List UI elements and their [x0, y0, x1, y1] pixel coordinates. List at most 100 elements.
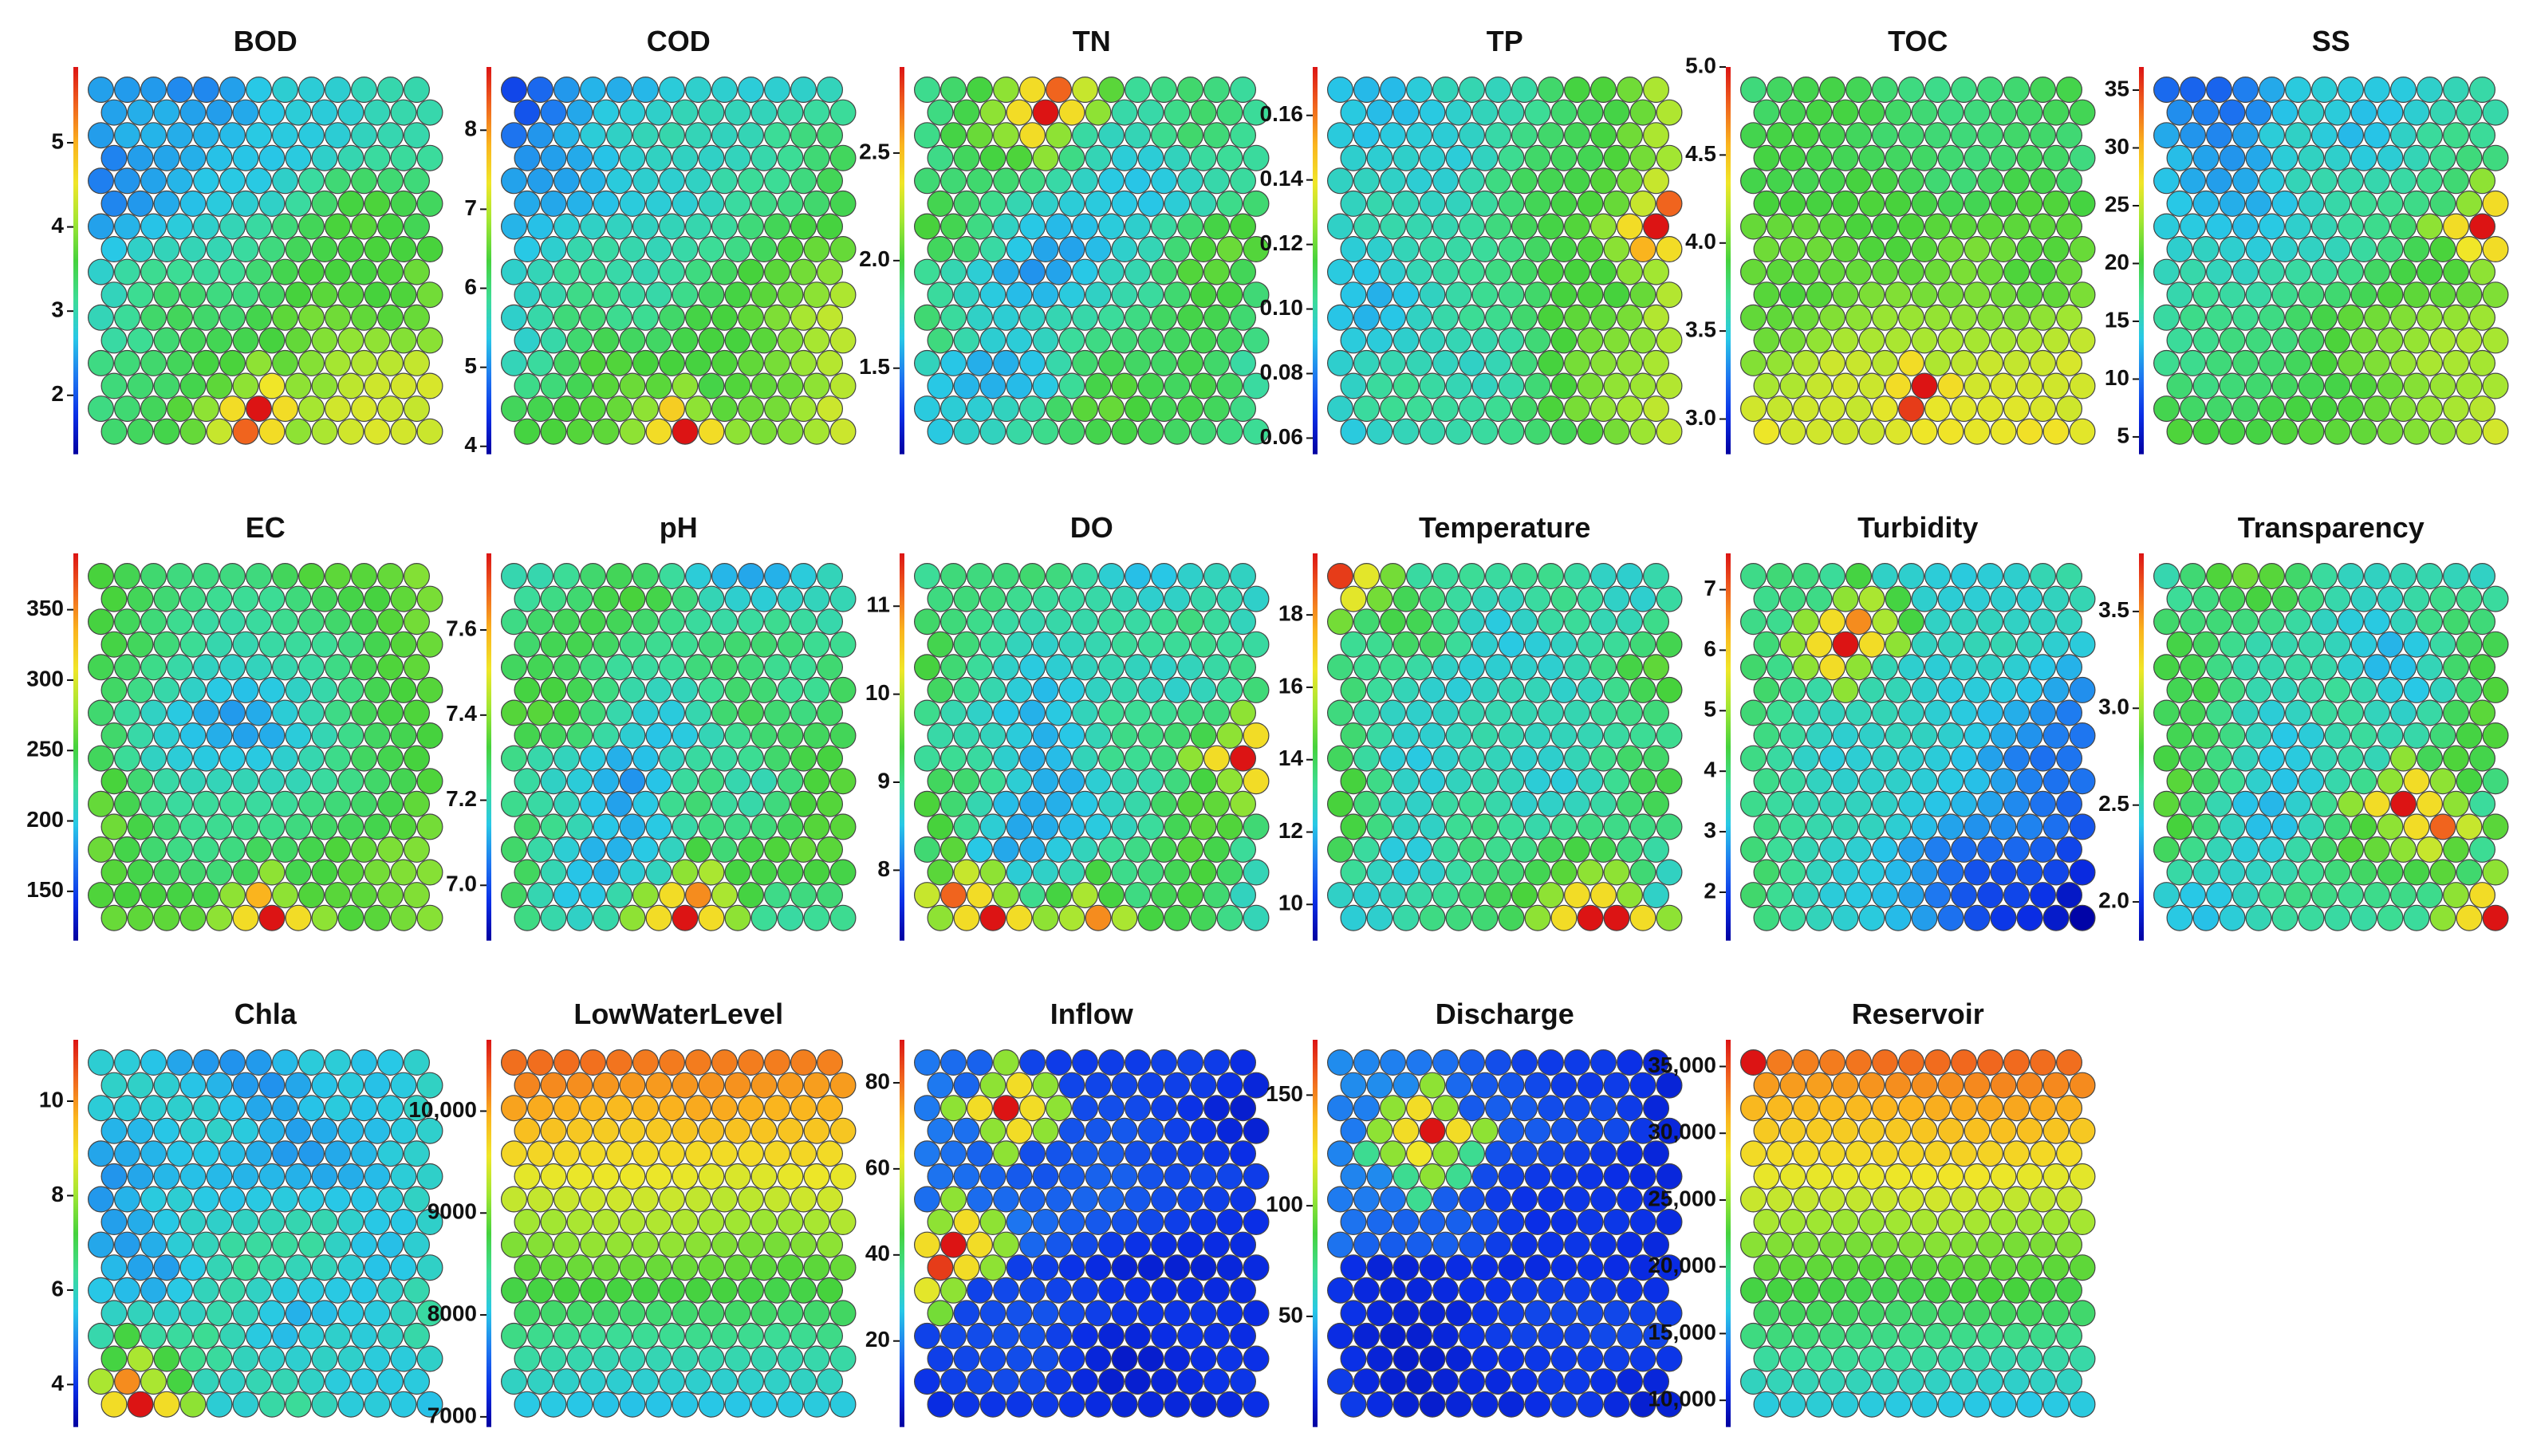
som-node [351, 699, 378, 726]
som-node [1603, 904, 1630, 931]
som-node [1485, 304, 1512, 331]
som-node [100, 144, 128, 171]
som-node [1577, 1345, 1604, 1372]
som-node [553, 1140, 581, 1167]
som-node [1058, 1163, 1085, 1190]
som-node [1590, 76, 1617, 103]
som-node [2042, 190, 2070, 217]
som-node [285, 236, 312, 263]
som-node [167, 608, 194, 636]
som-node [2403, 722, 2430, 750]
som-node [685, 1186, 712, 1213]
som-node [2311, 213, 2338, 240]
som-node [1937, 1117, 1964, 1144]
som-node [1937, 1300, 1964, 1327]
som-node [939, 76, 967, 103]
som-node [1629, 1391, 1656, 1418]
som-node [1190, 1117, 1217, 1144]
som-node [553, 1368, 581, 1395]
som-node [1058, 768, 1085, 795]
som-node [1046, 1231, 1073, 1258]
som-node [500, 167, 527, 195]
som-node [1629, 1072, 1656, 1099]
som-node [777, 813, 804, 840]
som-node [750, 99, 778, 126]
som-node [1006, 281, 1033, 309]
colorbar-tick-label: 0.16 [1260, 101, 1304, 126]
som-node [219, 699, 246, 726]
som-node [1392, 99, 1420, 126]
som-node [1845, 213, 1873, 240]
som-node [1885, 813, 1912, 840]
som-node [1032, 631, 1059, 658]
som-node [803, 722, 830, 750]
som-node [1392, 722, 1420, 750]
som-node [764, 608, 791, 636]
som-node [364, 722, 391, 750]
colorbar-tick-label: 3.5 [2098, 597, 2129, 622]
som-node [1766, 562, 1793, 589]
som-node [1643, 213, 1670, 240]
som-node [1177, 882, 1204, 909]
som-node [672, 236, 699, 263]
som-node [1058, 281, 1085, 309]
som-node [2056, 395, 2083, 423]
som-node [659, 1095, 686, 1122]
som-node [232, 1345, 259, 1372]
som-node [2030, 349, 2057, 376]
som-node [1524, 1072, 1551, 1099]
som-node [127, 1254, 154, 1281]
som-node [232, 585, 259, 612]
som-node [311, 676, 338, 703]
som-node [1203, 1140, 1231, 1167]
som-node [632, 790, 660, 817]
som-node [377, 654, 404, 681]
som-node [738, 745, 765, 772]
som-node [1151, 1186, 1178, 1213]
som-node [351, 1095, 378, 1122]
som-node [1779, 585, 1806, 612]
som-node [232, 281, 259, 309]
som-node [377, 745, 404, 772]
som-node [390, 1072, 417, 1099]
som-node [2429, 190, 2456, 217]
som-node [2206, 258, 2233, 285]
som-node [1177, 122, 1204, 149]
som-node [1164, 1117, 1191, 1144]
som-node [500, 1277, 527, 1304]
som-node [351, 1322, 378, 1349]
som-node [1511, 1049, 1538, 1076]
som-node [1445, 327, 1472, 354]
som-node [1511, 836, 1538, 863]
som-node [2219, 190, 2246, 217]
som-node [672, 768, 699, 795]
colorbar-tick-label: 300 [26, 666, 64, 691]
som-node [2443, 395, 2470, 423]
som-node [1885, 585, 1912, 612]
som-node [1326, 304, 1353, 331]
som-node [1629, 722, 1656, 750]
som-node [1380, 1277, 1407, 1304]
som-node [939, 654, 967, 681]
som-node [1766, 1049, 1793, 1076]
som-node [1937, 418, 1964, 445]
som-node [526, 76, 553, 103]
som-node [219, 1277, 246, 1304]
som-node [2469, 745, 2496, 772]
som-node [2153, 122, 2180, 149]
som-node [2403, 372, 2430, 399]
som-node [514, 1345, 541, 1372]
som-node [2232, 304, 2259, 331]
som-node [993, 1140, 1020, 1167]
som-node [711, 1322, 739, 1349]
som-node [246, 1231, 273, 1258]
som-node [1164, 904, 1191, 931]
som-node [764, 1049, 791, 1076]
som-node [1990, 190, 2017, 217]
som-node [1019, 1140, 1046, 1167]
panel-title: COD [647, 25, 711, 57]
som-node [566, 1345, 593, 1372]
som-node [1511, 790, 1538, 817]
som-node [1485, 699, 1512, 726]
